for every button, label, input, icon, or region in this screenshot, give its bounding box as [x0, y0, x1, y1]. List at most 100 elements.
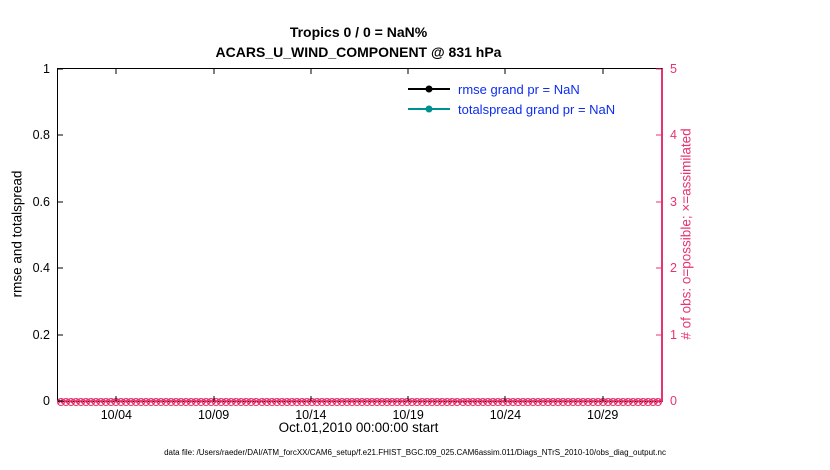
x-tick-mark-top [602, 69, 604, 74]
assimilated-obs-marker-icon: × [594, 396, 602, 408]
assimilated-obs-marker-icon: × [182, 396, 190, 408]
assimilated-obs-marker-icon: × [157, 396, 165, 408]
y-axis-label-right: # of obs: o=possible; ×=assimilated [678, 128, 694, 340]
x-tick-label: 10/19 [392, 408, 424, 422]
assimilated-obs-marker-icon: × [524, 396, 532, 408]
possible-obs-marker-icon [493, 397, 502, 406]
possible-obs-marker-icon [247, 397, 256, 406]
assimilated-obs-marker-icon: × [313, 396, 320, 408]
assimilated-obs-marker-icon: × [117, 396, 125, 408]
chart-subtitle: ACARS_U_WIND_COMPONENT @ 831 hPa [215, 44, 502, 61]
possible-obs-marker-icon [162, 397, 171, 406]
assimilated-obs-marker-icon: × [554, 396, 562, 408]
x-tick-label: 10/04 [100, 408, 132, 422]
assimilated-obs-marker-icon: × [610, 396, 617, 408]
possible-obs-marker-icon [543, 397, 552, 406]
assimilated-obs-marker-icon: × [172, 396, 180, 408]
possible-obs-marker-icon [187, 397, 196, 406]
possible-obs-marker-icon [599, 397, 608, 406]
y-tick-label-right: 1 [670, 327, 677, 342]
assimilated-obs-marker-icon: × [409, 396, 416, 408]
x-tick-mark-bottom [602, 396, 604, 401]
assimilated-obs-marker-icon: × [605, 396, 612, 408]
possible-obs-marker-icon [182, 397, 191, 406]
assimilated-obs-marker-icon: × [263, 396, 270, 408]
assimilated-obs-marker-icon: × [107, 396, 114, 408]
assimilated-obs-marker-icon: × [353, 396, 361, 408]
assimilated-obs-marker-icon: × [444, 396, 451, 408]
possible-obs-marker-icon [463, 397, 472, 406]
possible-obs-marker-icon [61, 397, 70, 406]
assimilated-obs-marker-icon: × [228, 396, 235, 408]
possible-obs-marker-icon [267, 397, 276, 406]
assimilated-obs-marker-icon: × [328, 396, 336, 408]
possible-obs-marker-icon [629, 397, 638, 406]
y-tick-label-right: 3 [670, 194, 677, 209]
possible-obs-marker-icon [443, 397, 452, 406]
assimilated-obs-marker-icon: × [127, 396, 135, 408]
assimilated-obs-marker-icon: × [449, 396, 456, 408]
assimilated-obs-marker-icon: × [318, 396, 326, 408]
assimilated-obs-marker-icon: × [645, 396, 652, 408]
assimilated-obs-marker-icon: × [102, 396, 109, 408]
x-axis-label: Oct.01,2010 00:00:00 start [278, 420, 439, 435]
possible-obs-marker-icon [388, 397, 397, 406]
assimilated-obs-marker-icon: × [57, 396, 64, 408]
possible-obs-marker-icon [468, 397, 477, 406]
possible-obs-marker-icon [564, 397, 573, 406]
x-tick-mark-bottom [115, 396, 117, 401]
x-tick-mark-bottom [213, 396, 215, 401]
assimilated-obs-marker-icon: × [323, 396, 331, 408]
legend-item-rmse: rmse grand pr = NaN [408, 79, 615, 99]
x-tick-label: 10/14 [295, 408, 327, 422]
assimilated-obs-marker-icon: × [650, 396, 657, 408]
possible-obs-marker-icon [523, 397, 532, 406]
possible-obs-marker-icon [327, 397, 336, 406]
possible-obs-marker-icon [418, 397, 427, 406]
y-tick-mark-right [656, 334, 661, 336]
assimilated-obs-marker-icon: × [439, 396, 446, 408]
assimilated-obs-marker-icon: × [348, 396, 356, 408]
assimilated-obs-marker-icon: × [584, 396, 592, 408]
assimilated-obs-marker-icon: × [640, 396, 647, 408]
x-tick-mark-top [504, 69, 506, 74]
possible-obs-marker-icon [227, 397, 236, 406]
x-tick-label: 10/24 [489, 408, 522, 422]
possible-obs-marker-icon [317, 397, 326, 406]
possible-obs-marker-icon [96, 397, 105, 406]
assimilated-obs-marker-icon: × [559, 396, 567, 408]
possible-obs-marker-icon [347, 397, 356, 406]
y-tick-mark-right [656, 400, 661, 402]
assimilated-obs-marker-icon: × [187, 396, 195, 408]
possible-obs-marker-icon [579, 397, 588, 406]
y-tick-mark-left [58, 334, 63, 336]
possible-obs-marker-icon [614, 397, 623, 406]
possible-obs-marker-icon [217, 397, 226, 406]
possible-obs-marker-icon [363, 397, 372, 406]
possible-obs-marker-icon [151, 397, 160, 406]
assimilated-obs-marker-icon: × [333, 396, 341, 408]
possible-obs-marker-icon [393, 397, 402, 406]
possible-obs-marker-icon [513, 397, 522, 406]
y-tick-label-left: 0.8 [32, 128, 50, 143]
possible-obs-marker-icon [272, 397, 281, 406]
possible-obs-marker-icon [292, 397, 301, 406]
possible-obs-marker-icon [433, 397, 442, 406]
assimilated-obs-marker-icon: × [97, 396, 104, 408]
possible-obs-marker-icon [172, 397, 181, 406]
possible-obs-marker-icon [619, 397, 628, 406]
possible-obs-marker-icon [428, 397, 437, 406]
assimilated-obs-marker-icon: × [383, 396, 391, 408]
assimilated-obs-marker-icon: × [398, 396, 406, 408]
legend-label-rmse: rmse grand pr = NaN [458, 81, 580, 97]
assimilated-obs-marker-icon: × [298, 396, 305, 408]
assimilated-obs-marker-icon: × [253, 396, 260, 408]
possible-obs-marker-icon [76, 397, 85, 406]
possible-obs-marker-icon [146, 397, 155, 406]
possible-obs-marker-icon [342, 397, 351, 406]
possible-obs-marker-icon [56, 397, 65, 406]
assimilated-obs-marker-icon: × [539, 396, 547, 408]
assimilated-obs-marker-icon: × [378, 396, 386, 408]
possible-obs-marker-icon [533, 397, 542, 406]
assimilated-obs-marker-icon: × [388, 396, 396, 408]
